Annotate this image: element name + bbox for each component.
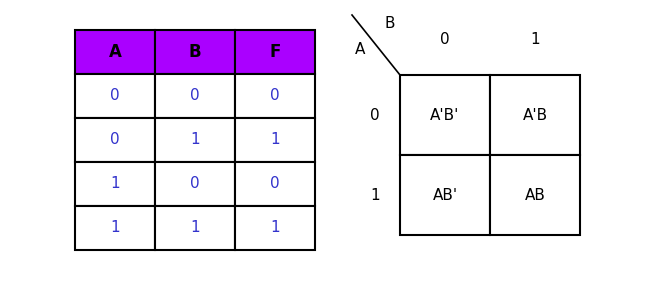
Text: AB': AB'	[432, 187, 457, 202]
Bar	[490, 155, 580, 235]
Bar	[155, 30, 235, 74]
Bar	[155, 162, 235, 206]
Text: B: B	[189, 43, 201, 61]
Bar	[155, 118, 235, 162]
Text: A'B': A'B'	[430, 108, 459, 122]
Text: 0: 0	[270, 89, 280, 103]
Text: 1: 1	[190, 133, 200, 147]
Text: A: A	[108, 43, 121, 61]
Text: 0: 0	[190, 176, 200, 191]
Text: 1: 1	[270, 133, 280, 147]
Bar	[400, 155, 490, 235]
Text: 1: 1	[110, 176, 120, 191]
Text: 1: 1	[270, 220, 280, 235]
Text: 1: 1	[190, 220, 200, 235]
Text: 1: 1	[110, 220, 120, 235]
Bar	[490, 75, 580, 155]
Text: 1: 1	[370, 187, 380, 202]
Bar	[75, 162, 155, 206]
Text: 0: 0	[370, 108, 380, 122]
Bar	[235, 162, 315, 206]
Text: 0: 0	[440, 32, 450, 47]
Text: 1: 1	[530, 32, 540, 47]
Text: 0: 0	[270, 176, 280, 191]
Bar	[75, 206, 155, 250]
Text: 0: 0	[110, 133, 120, 147]
Bar	[155, 74, 235, 118]
Bar	[235, 118, 315, 162]
Bar	[155, 206, 235, 250]
Text: AB: AB	[525, 187, 545, 202]
Bar	[400, 75, 490, 155]
Bar	[75, 118, 155, 162]
Text: A: A	[355, 43, 365, 57]
Bar	[75, 74, 155, 118]
Text: F: F	[269, 43, 280, 61]
Text: 0: 0	[190, 89, 200, 103]
Bar	[235, 206, 315, 250]
Text: 0: 0	[110, 89, 120, 103]
Bar	[75, 30, 155, 74]
Text: B: B	[385, 16, 395, 30]
Bar	[235, 30, 315, 74]
Text: A'B: A'B	[523, 108, 548, 122]
Bar	[235, 74, 315, 118]
